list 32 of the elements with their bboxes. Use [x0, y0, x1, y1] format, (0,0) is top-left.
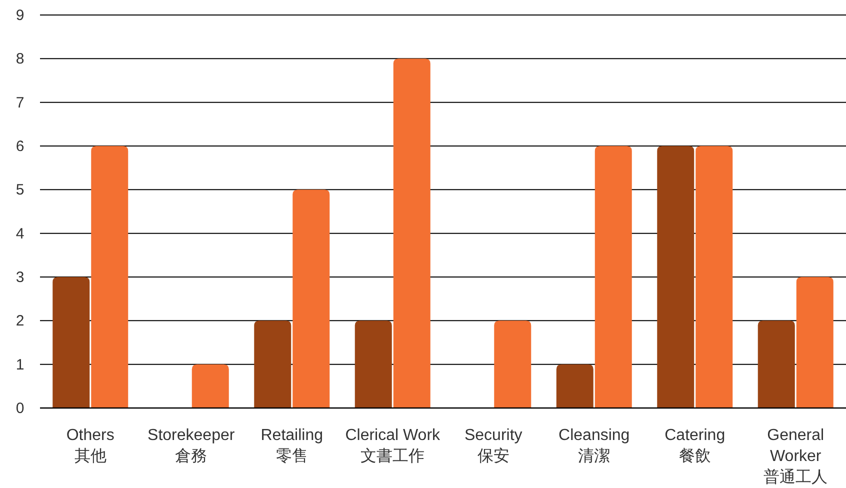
y-tick-label: 7 [16, 94, 24, 112]
y-tick-label: 3 [16, 269, 24, 286]
bar [292, 190, 330, 408]
y-tick-label: 2 [16, 312, 24, 330]
x-tick-label: Others 其他 [66, 427, 114, 465]
y-tick-label: 5 [16, 182, 24, 199]
x-tick-label: Storekeeper 倉務 [148, 427, 236, 465]
y-tick-label: 8 [16, 50, 24, 68]
bar [556, 364, 594, 408]
x-tick-label: Catering 餐飲 [664, 427, 726, 465]
bar [393, 58, 430, 408]
bar [657, 146, 694, 408]
bar [52, 277, 90, 408]
x-tick-label: Clerical Work 文書工作 [345, 427, 442, 465]
bar [758, 320, 795, 408]
x-tick-label: Retailing 零售 [260, 427, 324, 465]
bar [494, 320, 532, 408]
y-tick-label: 6 [16, 138, 24, 155]
x-tick-label: Cleansing 清潔 [558, 427, 630, 465]
bar [192, 364, 229, 408]
bar [696, 146, 733, 408]
bar [796, 277, 834, 408]
y-tick-label: 4 [16, 225, 24, 242]
y-tick-label: 0 [16, 400, 24, 417]
bar [254, 320, 292, 408]
bar [354, 320, 392, 408]
bar [91, 146, 128, 408]
x-tick-label: Security 保安 [464, 427, 522, 465]
y-tick-label: 9 [16, 7, 24, 24]
y-tick-label: 1 [16, 356, 24, 374]
bar [594, 146, 632, 408]
x-tick-label: General Worker 普通工人 [764, 427, 828, 486]
